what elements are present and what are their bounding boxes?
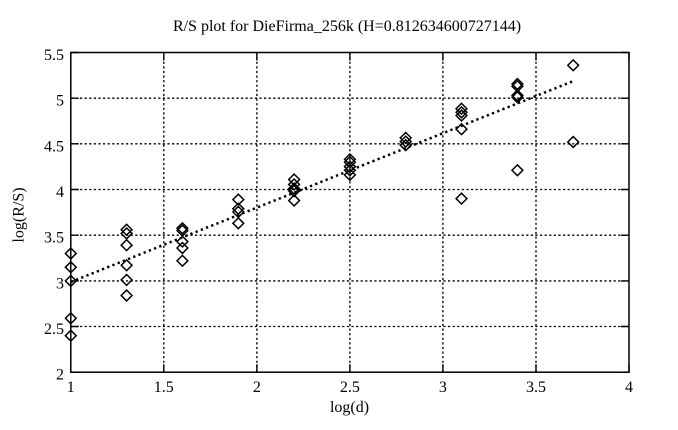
svg-text:3.5: 3.5 [526, 379, 546, 396]
svg-text:log(R/S): log(R/S) [11, 187, 28, 242]
svg-text:R/S plot for DieFirma_256k (H=: R/S plot for DieFirma_256k (H=0.81263460… [173, 18, 521, 35]
svg-text:log(d): log(d) [330, 399, 369, 416]
svg-text:2.5: 2.5 [340, 379, 360, 396]
svg-text:2: 2 [56, 367, 64, 384]
svg-text:4.5: 4.5 [44, 138, 64, 155]
svg-text:4: 4 [56, 184, 64, 201]
svg-text:1.5: 1.5 [154, 379, 174, 396]
svg-text:3.5: 3.5 [44, 230, 64, 247]
svg-text:5.5: 5.5 [44, 47, 64, 64]
svg-text:3: 3 [439, 379, 447, 396]
svg-text:1: 1 [67, 379, 75, 396]
svg-text:4: 4 [625, 379, 633, 396]
svg-text:3: 3 [56, 275, 64, 292]
svg-text:2.5: 2.5 [44, 321, 64, 338]
svg-text:5: 5 [56, 93, 64, 110]
svg-text:2: 2 [253, 379, 261, 396]
